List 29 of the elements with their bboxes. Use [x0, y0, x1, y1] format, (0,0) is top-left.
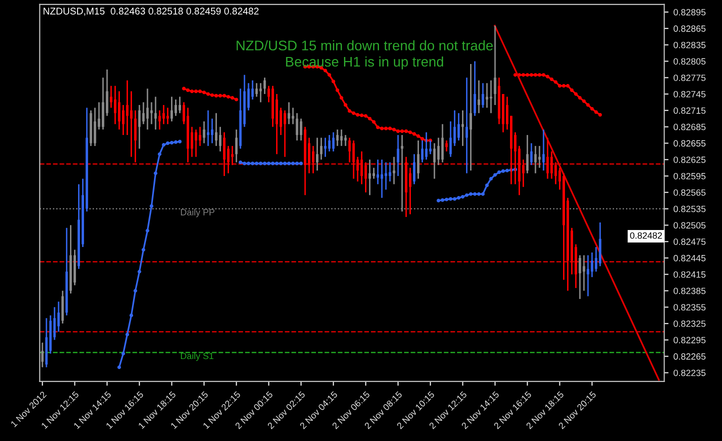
y-tick-label: 0.82775 [674, 74, 706, 81]
ref-line-label: Daily PP [180, 208, 214, 218]
y-tick-label: 0.82415 [674, 271, 706, 278]
y-tick-label: 0.82625 [674, 156, 706, 163]
y-tick-label: 0.82475 [674, 238, 706, 245]
y-tick-label: 0.82235 [674, 370, 706, 376]
y-tick-label: 0.82655 [674, 140, 706, 147]
y-tick-label: 0.82865 [674, 25, 706, 32]
y-tick-label: 0.82595 [674, 172, 706, 180]
y-tick-label: 0.82505 [674, 222, 706, 229]
y-tick-label: 0.82685 [674, 124, 706, 130]
annotation: NZDUSD,M15 0.82463 0.82518 0.82459 0.82482 [44, 8, 259, 16]
y-tick-label: 0.82265 [674, 353, 706, 360]
y-tick-label: 0.82295 [674, 336, 706, 344]
annotation: 0.82482 [630, 232, 662, 239]
y-tick-label: 0.82355 [674, 304, 706, 311]
ref-line-label: Daily S1 [180, 352, 214, 361]
y-tick-label: 0.82895 [674, 9, 706, 16]
y-tick-label: 0.82535 [674, 206, 706, 212]
y-tick-label: 0.82715 [674, 107, 706, 114]
annotation: Because H1 is in up trend [286, 56, 444, 70]
y-tick-label: 0.82325 [674, 320, 706, 327]
y-tick-label: 0.82805 [674, 58, 706, 65]
y-tick-label: 0.82385 [674, 288, 706, 294]
annotation: NZD/USD 15 min down trend do not trade [236, 40, 493, 50]
y-tick-label: 0.82835 [674, 42, 706, 48]
y-tick-label: 0.82565 [674, 189, 706, 196]
y-tick-label: 0.82745 [674, 90, 706, 98]
y-tick-label: 0.82445 [674, 254, 706, 262]
